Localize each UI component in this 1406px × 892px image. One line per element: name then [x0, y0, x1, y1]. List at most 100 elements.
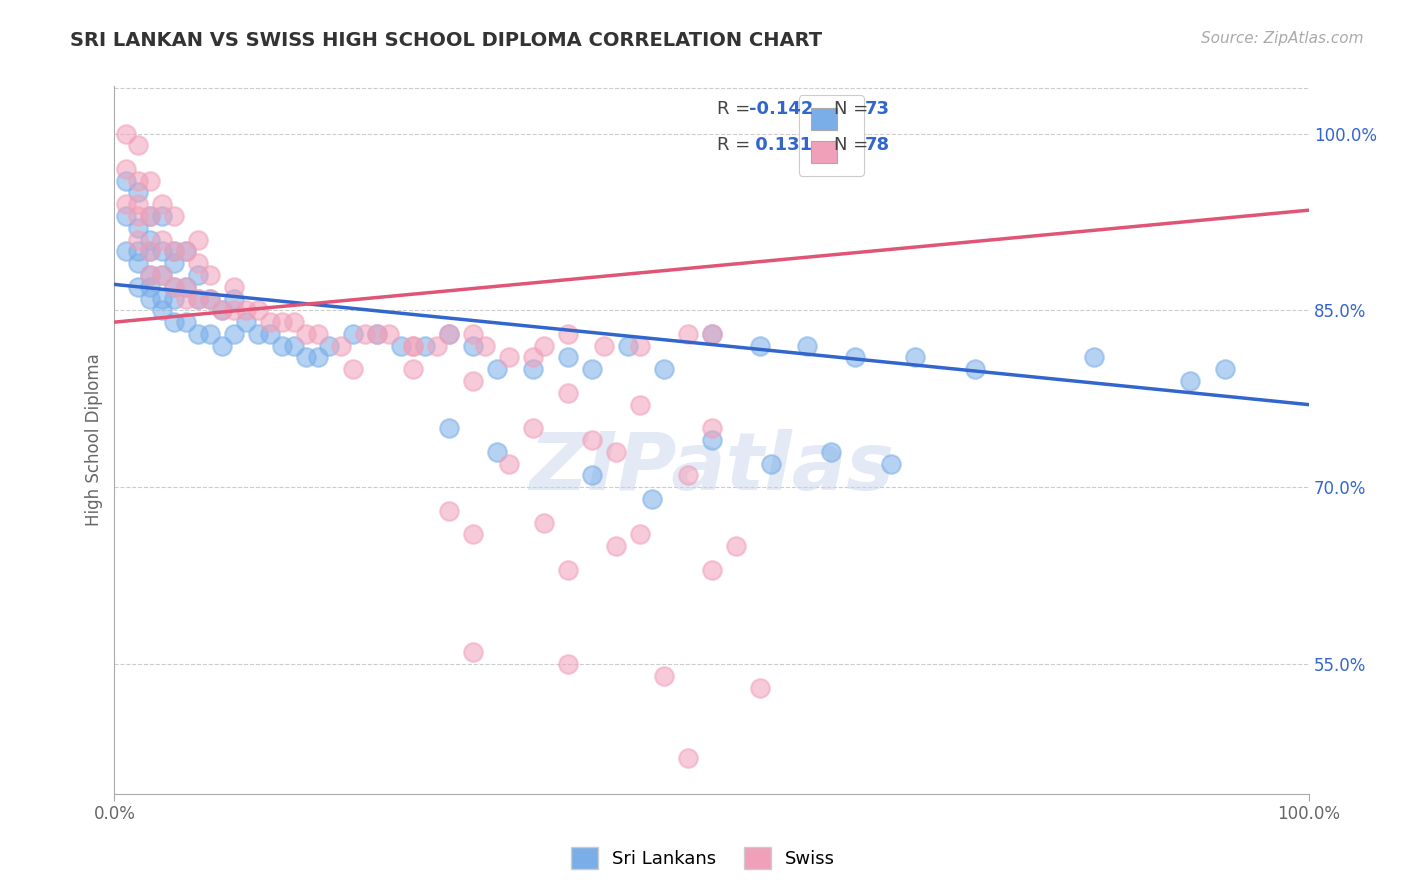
- Point: [366, 326, 388, 341]
- Point: [652, 362, 675, 376]
- Point: [557, 385, 579, 400]
- Point: [294, 351, 316, 365]
- Point: [211, 303, 233, 318]
- Text: SRI LANKAN VS SWISS HIGH SCHOOL DIPLOMA CORRELATION CHART: SRI LANKAN VS SWISS HIGH SCHOOL DIPLOMA …: [70, 31, 823, 50]
- Point: [150, 209, 173, 223]
- Text: N =: N =: [834, 100, 873, 118]
- Point: [187, 268, 209, 282]
- Point: [115, 244, 138, 259]
- Point: [437, 326, 460, 341]
- Point: [139, 279, 162, 293]
- Point: [222, 303, 245, 318]
- Point: [211, 339, 233, 353]
- Point: [211, 303, 233, 318]
- Point: [198, 292, 221, 306]
- Point: [139, 209, 162, 223]
- Point: [676, 751, 699, 765]
- Point: [402, 362, 425, 376]
- Point: [187, 292, 209, 306]
- Point: [174, 292, 197, 306]
- Point: [163, 209, 186, 223]
- Point: [150, 244, 173, 259]
- Point: [127, 233, 149, 247]
- Point: [533, 516, 555, 530]
- Point: [437, 421, 460, 435]
- Point: [402, 339, 425, 353]
- Point: [246, 303, 269, 318]
- Point: [270, 339, 292, 353]
- Point: [617, 339, 640, 353]
- Point: [174, 315, 197, 329]
- Point: [581, 433, 603, 447]
- Point: [198, 326, 221, 341]
- Text: 73: 73: [865, 100, 890, 118]
- Text: 78: 78: [865, 136, 890, 153]
- Text: Source: ZipAtlas.com: Source: ZipAtlas.com: [1201, 31, 1364, 46]
- Point: [557, 351, 579, 365]
- Point: [628, 339, 651, 353]
- Point: [700, 563, 723, 577]
- Legend: Sri Lankans, Swiss: Sri Lankans, Swiss: [562, 838, 844, 879]
- Point: [235, 315, 257, 329]
- Point: [557, 563, 579, 577]
- Point: [581, 468, 603, 483]
- Point: [139, 244, 162, 259]
- Point: [163, 244, 186, 259]
- Point: [761, 457, 783, 471]
- Point: [628, 398, 651, 412]
- Point: [246, 326, 269, 341]
- Point: [187, 233, 209, 247]
- Point: [437, 326, 460, 341]
- Point: [378, 326, 401, 341]
- Point: [163, 279, 186, 293]
- Point: [127, 209, 149, 223]
- Point: [283, 315, 305, 329]
- Point: [163, 292, 186, 306]
- Point: [641, 491, 664, 506]
- Point: [174, 279, 197, 293]
- Point: [796, 339, 818, 353]
- Point: [115, 174, 138, 188]
- Point: [700, 433, 723, 447]
- Point: [676, 326, 699, 341]
- Point: [163, 315, 186, 329]
- Point: [187, 326, 209, 341]
- Point: [259, 315, 281, 329]
- Point: [174, 279, 197, 293]
- Point: [163, 279, 186, 293]
- Point: [366, 326, 388, 341]
- Point: [389, 339, 412, 353]
- Point: [198, 292, 221, 306]
- Point: [748, 681, 770, 695]
- Point: [139, 209, 162, 223]
- Point: [413, 339, 436, 353]
- Point: [593, 339, 616, 353]
- Point: [222, 326, 245, 341]
- Point: [270, 315, 292, 329]
- Point: [628, 527, 651, 541]
- Point: [127, 244, 149, 259]
- Text: R =: R =: [717, 136, 756, 153]
- Point: [115, 209, 138, 223]
- Point: [963, 362, 986, 376]
- Point: [235, 303, 257, 318]
- Point: [115, 127, 138, 141]
- Y-axis label: High School Diploma: High School Diploma: [86, 353, 103, 526]
- Point: [724, 539, 747, 553]
- Point: [676, 468, 699, 483]
- Point: [652, 669, 675, 683]
- Point: [904, 351, 927, 365]
- Point: [605, 445, 627, 459]
- Point: [127, 256, 149, 270]
- Point: [139, 233, 162, 247]
- Point: [437, 504, 460, 518]
- Point: [163, 256, 186, 270]
- Point: [150, 292, 173, 306]
- Point: [150, 197, 173, 211]
- Point: [522, 362, 544, 376]
- Point: [187, 256, 209, 270]
- Point: [844, 351, 866, 365]
- Point: [342, 362, 364, 376]
- Point: [581, 362, 603, 376]
- Point: [150, 268, 173, 282]
